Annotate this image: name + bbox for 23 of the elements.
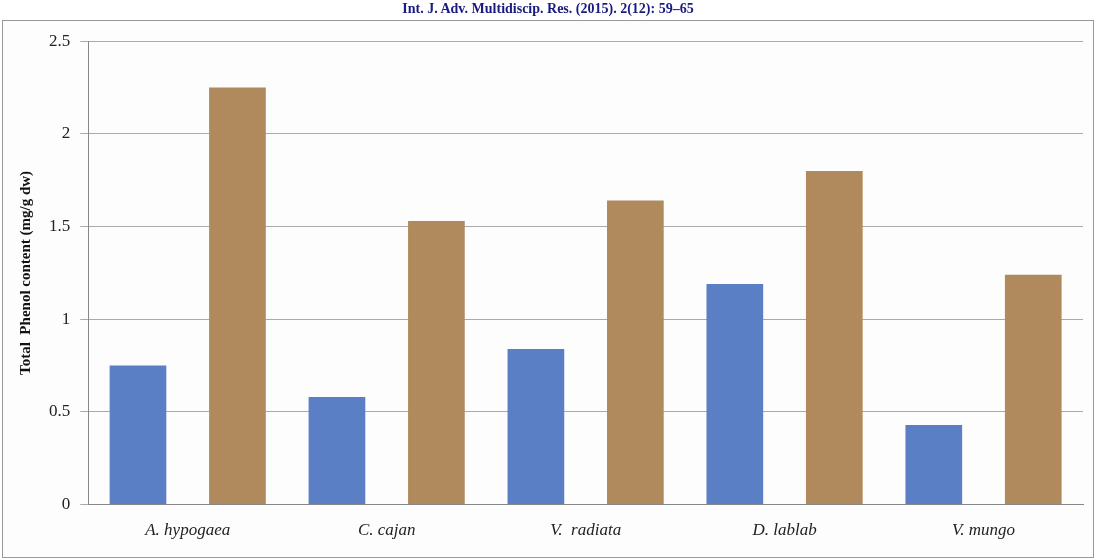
x-tick-label: D. lablab bbox=[751, 520, 817, 540]
bar bbox=[706, 284, 764, 505]
y-tick-label: 1.5 bbox=[49, 216, 71, 236]
y-tick-label: 2 bbox=[61, 123, 71, 143]
bar bbox=[308, 397, 366, 505]
bar bbox=[109, 365, 167, 505]
bar bbox=[905, 424, 963, 505]
bar bbox=[1004, 274, 1062, 505]
x-tick-label: V. mungo bbox=[952, 520, 1016, 540]
x-tick-label: V. radiata bbox=[550, 520, 622, 540]
y-axis-title: Total Phenol content (mg/g dw) bbox=[16, 170, 34, 375]
bar bbox=[607, 200, 664, 505]
bar bbox=[805, 170, 863, 505]
bar bbox=[408, 221, 465, 505]
bar bbox=[507, 348, 565, 505]
y-tick-label: 0.5 bbox=[49, 401, 71, 421]
x-tick-label: A. hypogaea bbox=[144, 520, 231, 540]
y-tick-label: 1 bbox=[61, 308, 71, 328]
y-tick-label: 0 bbox=[61, 494, 71, 514]
y-tick-label: 2.5 bbox=[49, 30, 71, 50]
x-tick-label: C. cajan bbox=[357, 520, 416, 540]
bar bbox=[209, 87, 266, 505]
text: Int. J. Adv. Multidiscip. Res. (2015). 2(12): 59–65 bbox=[401, 0, 695, 18]
